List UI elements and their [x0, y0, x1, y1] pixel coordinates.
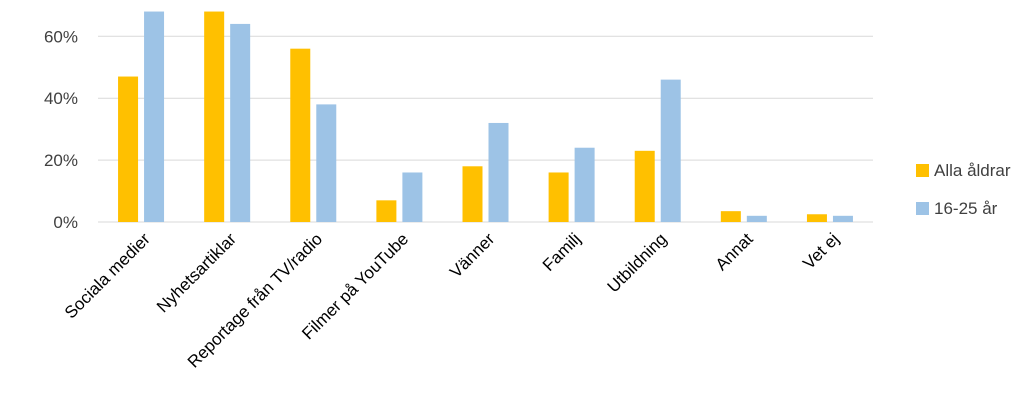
legend-swatch [916, 164, 929, 177]
x-category-label: Sociala medier [61, 229, 154, 322]
y-tick-label: 40% [44, 89, 78, 108]
x-category-label: Familj [539, 229, 584, 274]
bar-16-25-ar-8 [832, 215, 853, 222]
bar-alla-aldrar-5 [548, 172, 569, 222]
bar-alla-aldrar-2 [290, 48, 311, 223]
bar-16-25-ar-6 [660, 79, 681, 222]
y-tick-label: 20% [44, 151, 78, 170]
x-category-label: Utbildning [604, 229, 671, 296]
bar-16-25-ar-3 [402, 172, 423, 222]
y-axis-ticks: 0% 20% 40% 60% [44, 27, 78, 232]
bar-16-25-ar-5 [574, 147, 595, 222]
bar-alla-aldrar-1 [204, 11, 225, 223]
legend-label: Alla åldrar [934, 161, 1011, 180]
y-tick-label: 60% [44, 27, 78, 46]
bar-16-25-ar-4 [488, 122, 509, 222]
legend: Alla åldrar 16-25 år [916, 161, 1011, 218]
bar-alla-aldrar-7 [720, 211, 741, 222]
x-category-label: Nyhetsartiklar [153, 229, 240, 316]
bar-alla-aldrar-4 [462, 166, 483, 222]
bar-16-25-ar-2 [316, 104, 337, 222]
bar-16-25-ar-0 [144, 11, 165, 223]
x-category-label: Vänner [446, 229, 498, 281]
bar-16-25-ar-1 [230, 23, 251, 223]
bar-alla-aldrar-0 [118, 76, 139, 222]
bars [118, 11, 853, 223]
bar-alla-aldrar-3 [376, 200, 397, 222]
gridlines [98, 35, 873, 223]
legend-swatch [916, 202, 929, 215]
x-category-label: Annat [712, 229, 757, 274]
bar-alla-aldrar-8 [806, 214, 827, 222]
x-category-label: Vet ej [799, 229, 843, 273]
legend-label: 16-25 år [934, 199, 998, 218]
bar-16-25-ar-7 [746, 215, 767, 222]
y-tick-label: 0% [53, 213, 78, 232]
bar-alla-aldrar-6 [634, 150, 655, 222]
